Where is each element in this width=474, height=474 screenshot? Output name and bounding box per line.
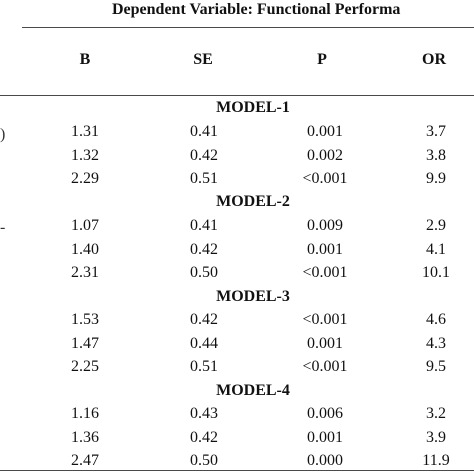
se-cell: 0.50 [190, 452, 218, 469]
table-bottom-rule [0, 470, 474, 471]
p-cell: 0.002 [307, 147, 343, 164]
p-cell: 0.001 [307, 123, 343, 140]
or-cell: 4.1 [426, 241, 446, 258]
p-cell: <0.001 [302, 264, 348, 281]
p-cell: 0.001 [307, 241, 343, 258]
dependent-variable-header: Dependent Variable: Functional Performa [112, 1, 401, 18]
se-cell: 0.42 [190, 311, 218, 328]
p-cell: 0.009 [307, 217, 343, 234]
or-cell: 11.9 [422, 452, 450, 469]
or-cell: 3.7 [426, 123, 446, 140]
table-row: 1.07 0.41 0.009 2.9 [0, 217, 474, 235]
or-cell: 3.9 [426, 429, 446, 446]
or-cell: 9.9 [426, 170, 446, 187]
cropped-left-dash: - [0, 219, 6, 236]
b-cell: 2.47 [71, 452, 99, 469]
b-cell: 2.29 [71, 170, 99, 187]
table-row: 1.53 0.42 <0.001 4.6 [0, 311, 474, 329]
model-1-label: MODEL-1 [216, 99, 290, 116]
or-cell: 10.1 [422, 264, 450, 281]
or-cell: 4.6 [426, 311, 446, 328]
or-cell: 9.5 [426, 358, 446, 375]
table-row: 1.47 0.44 0.001 4.3 [0, 335, 474, 353]
column-header-se: SE [193, 51, 213, 68]
b-cell: 1.36 [71, 429, 99, 446]
b-cell: 1.32 [71, 147, 99, 164]
header-bottom-rule [0, 95, 474, 96]
model-3-label: MODEL-3 [216, 288, 290, 305]
b-cell: 1.53 [71, 311, 99, 328]
b-cell: 1.07 [71, 217, 99, 234]
b-cell: 2.31 [71, 264, 99, 281]
se-cell: 0.42 [190, 429, 218, 446]
b-cell: 1.31 [71, 123, 99, 140]
se-cell: 0.44 [190, 335, 218, 352]
p-cell: <0.001 [302, 358, 348, 375]
column-header-p: P [317, 51, 327, 68]
header-top-rule [22, 27, 474, 28]
b-cell: 2.25 [71, 358, 99, 375]
or-cell: 4.3 [426, 335, 446, 352]
table-row: 1.16 0.43 0.006 3.2 [0, 405, 474, 423]
se-cell: 0.42 [190, 241, 218, 258]
se-cell: 0.43 [190, 405, 218, 422]
or-cell: 3.2 [426, 405, 446, 422]
cropped-left-parenthesis: ) [0, 126, 6, 143]
se-cell: 0.42 [190, 147, 218, 164]
table-row: 2.31 0.50 <0.001 10.1 [0, 264, 474, 282]
se-cell: 0.41 [190, 123, 218, 140]
table-row: 2.47 0.50 0.000 11.9 [0, 452, 474, 470]
b-cell: 1.47 [71, 335, 99, 352]
p-cell: <0.001 [302, 170, 348, 187]
model-4-label: MODEL-4 [216, 382, 290, 399]
se-cell: 0.51 [190, 358, 218, 375]
table-row: 2.29 0.51 <0.001 9.9 [0, 170, 474, 188]
table-row: 1.32 0.42 0.002 3.8 [0, 147, 474, 165]
p-cell: <0.001 [302, 311, 348, 328]
table-row: 1.40 0.42 0.001 4.1 [0, 241, 474, 259]
p-cell: 0.001 [307, 335, 343, 352]
or-cell: 2.9 [426, 217, 446, 234]
or-cell: 3.8 [426, 147, 446, 164]
p-cell: 0.006 [307, 405, 343, 422]
p-cell: 0.000 [307, 452, 343, 469]
se-cell: 0.41 [190, 217, 218, 234]
table-row: 2.25 0.51 <0.001 9.5 [0, 358, 474, 376]
b-cell: 1.40 [71, 241, 99, 258]
table-row: 1.31 0.41 0.001 3.7 [0, 123, 474, 141]
p-cell: 0.001 [307, 429, 343, 446]
model-2-label: MODEL-2 [216, 193, 290, 210]
se-cell: 0.50 [190, 264, 218, 281]
se-cell: 0.51 [190, 170, 218, 187]
column-header-b: B [79, 51, 91, 68]
b-cell: 1.16 [71, 405, 99, 422]
column-header-or: OR [422, 51, 446, 68]
table-row: 1.36 0.42 0.001 3.9 [0, 429, 474, 447]
